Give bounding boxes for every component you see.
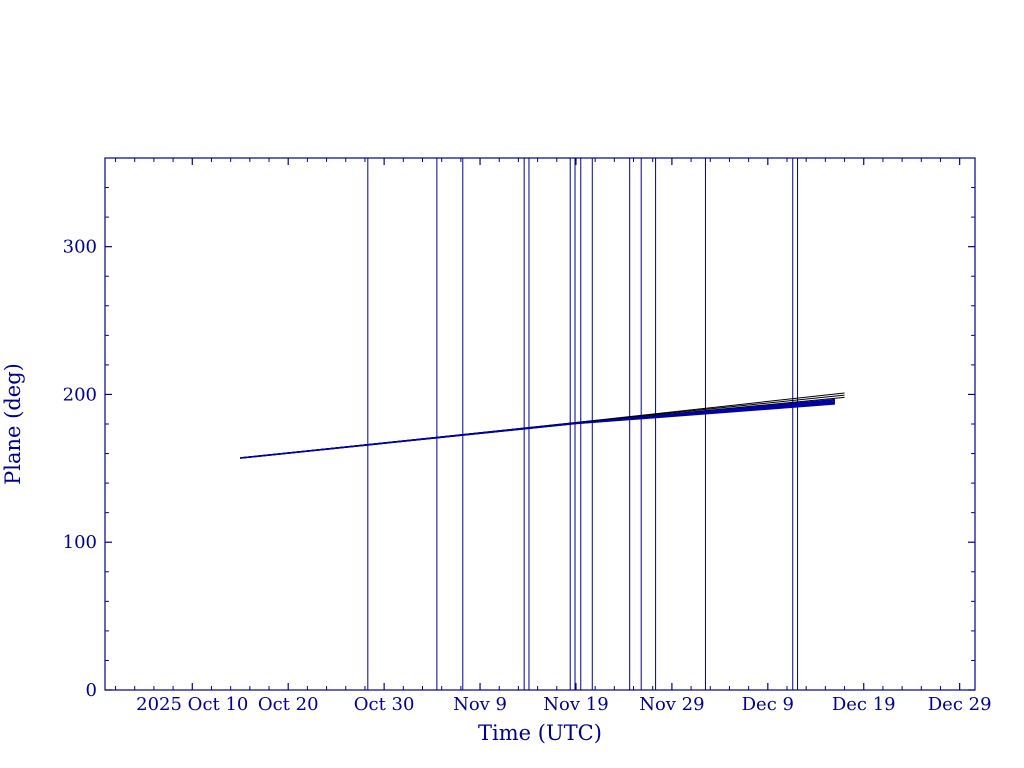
x-tick-label: Nov 19 — [543, 694, 608, 715]
y-tick-label: 100 — [63, 532, 97, 553]
x-tick-label: Dec 19 — [832, 694, 896, 715]
x-tick-label: Nov 9 — [453, 694, 507, 715]
x-tick-label: Nov 29 — [639, 694, 704, 715]
trajectory-line — [240, 403, 836, 459]
x-tick-label: 2025 Oct 10 — [136, 694, 248, 715]
x-axis-title: Time (UTC) — [478, 721, 602, 745]
y-axis-title: Plane (deg) — [1, 363, 25, 485]
x-tick-label: Oct 20 — [258, 694, 319, 715]
x-tick-label: Dec 29 — [928, 694, 992, 715]
x-tick-label: Oct 30 — [354, 694, 415, 715]
plot-frame — [104, 157, 976, 691]
y-tick-label: 0 — [86, 680, 97, 701]
y-tick-label: 300 — [63, 237, 97, 258]
y-tick-label: 200 — [63, 384, 97, 405]
x-tick-label: Dec 9 — [742, 694, 794, 715]
chart-drawn-layer: 2025 Oct 10 Oct 20 Oct 30 Nov 9 Nov 19 Nov 29… — [63, 157, 992, 715]
